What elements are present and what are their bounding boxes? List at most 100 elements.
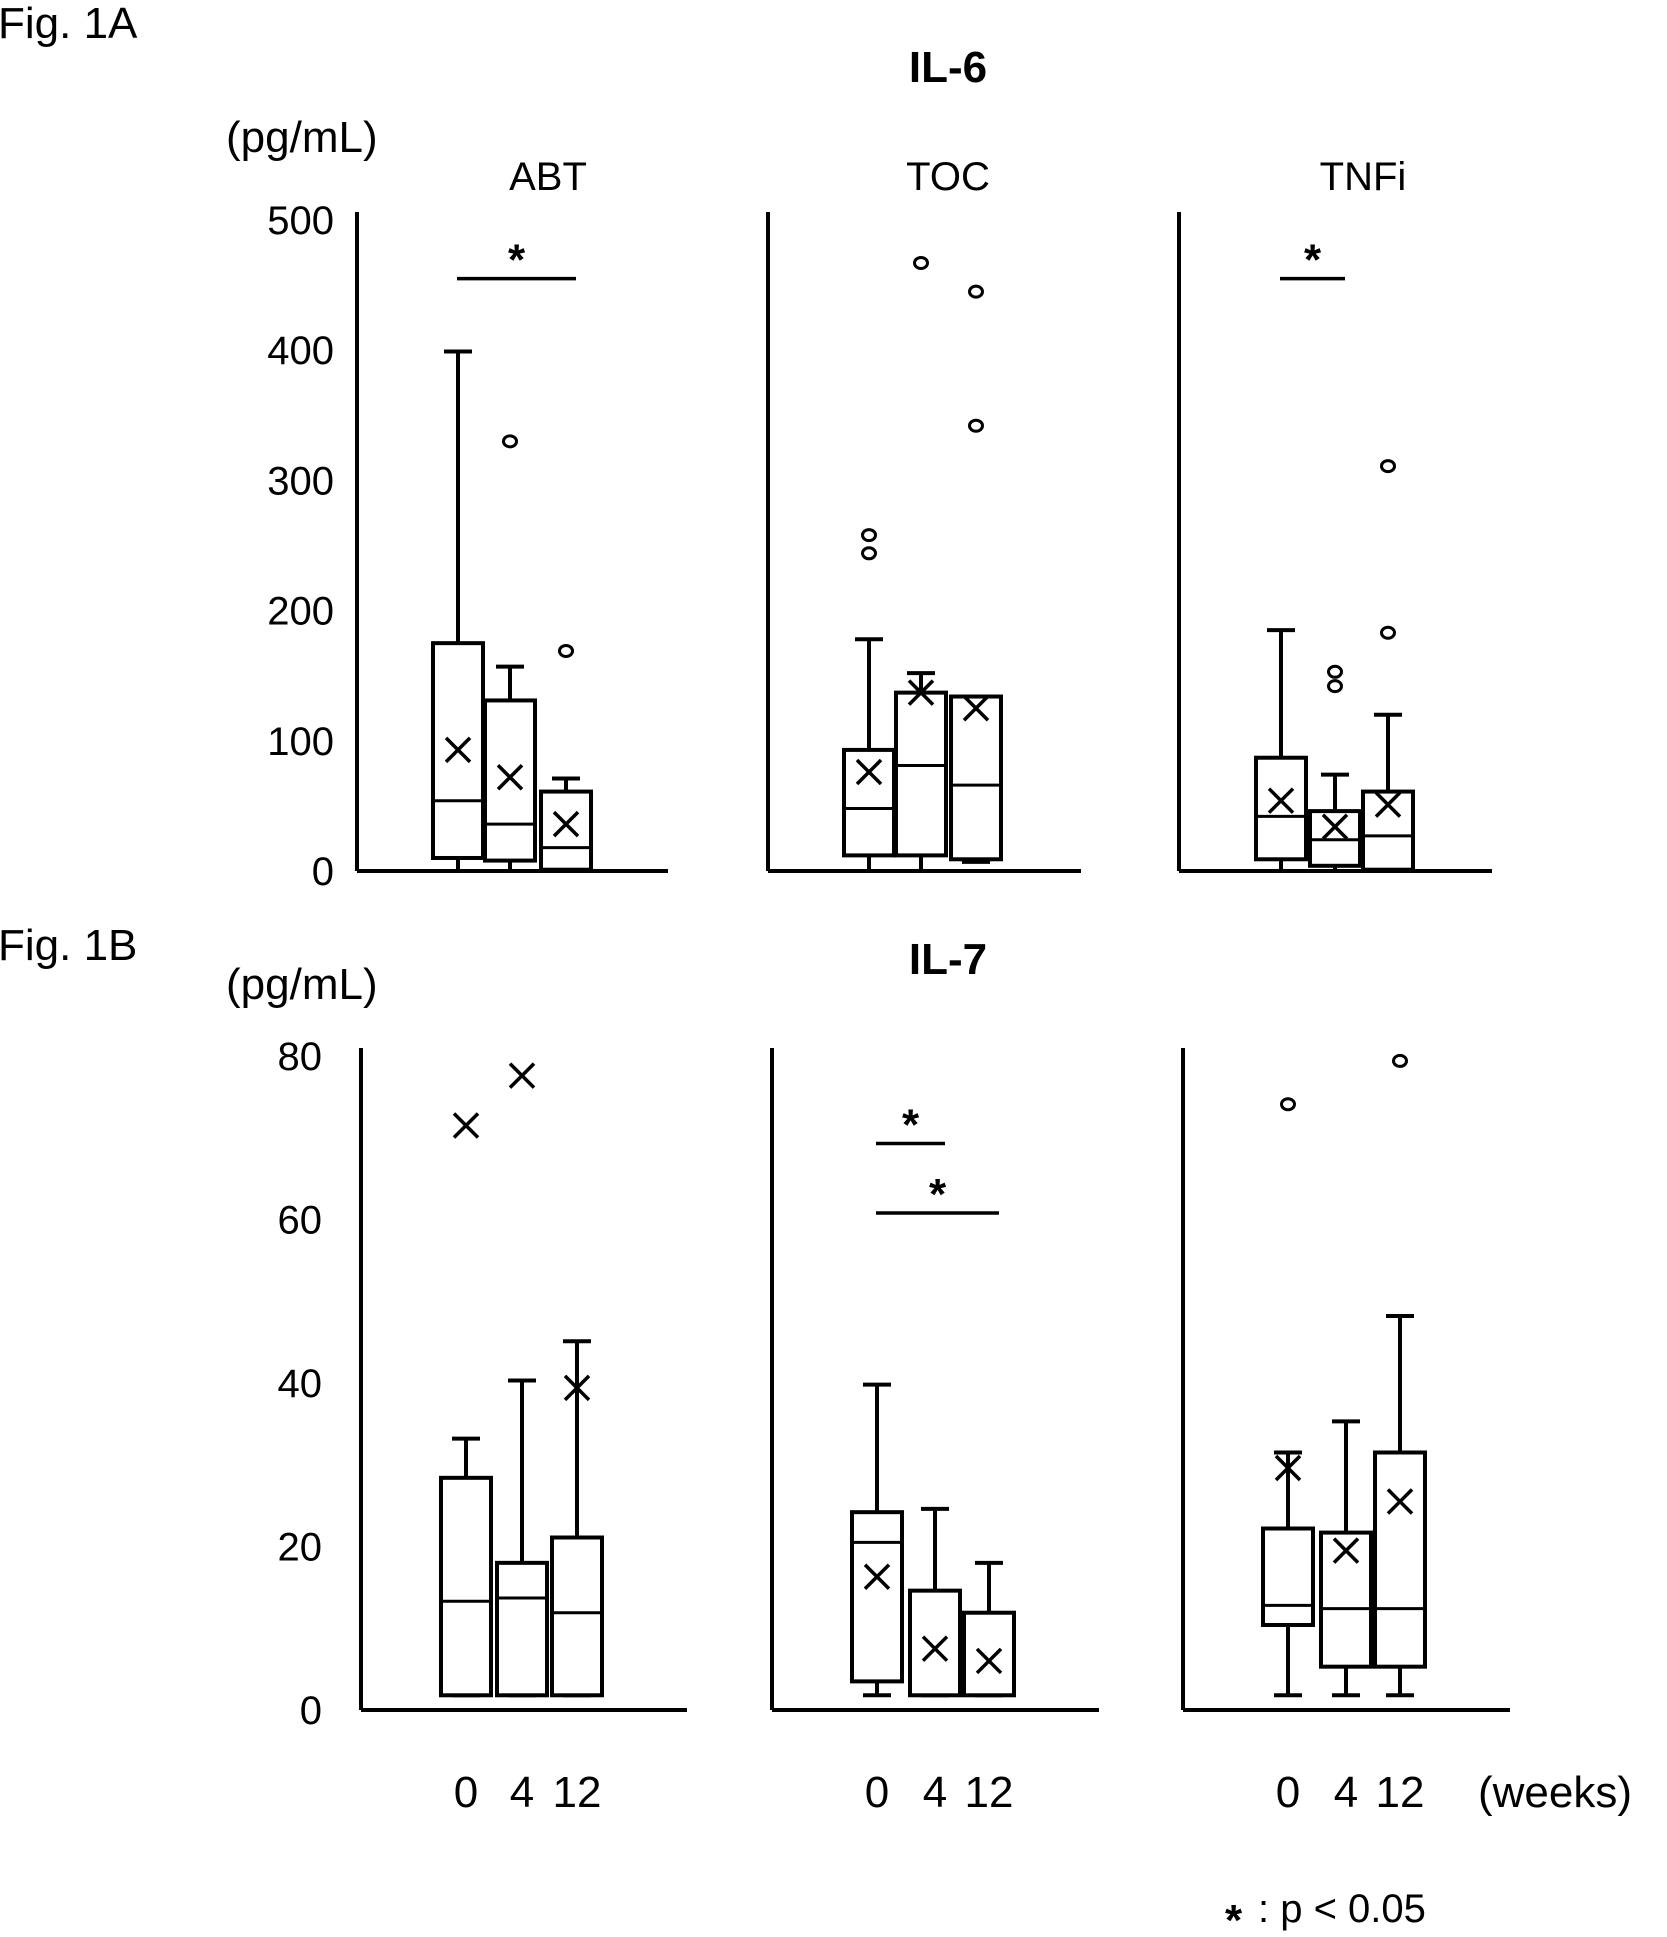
box-week-0: 0: [1261, 1097, 1315, 1817]
outlier-point: [913, 255, 929, 270]
box-week-0: 0: [439, 1112, 493, 1817]
panel-title-abt: ABT: [509, 155, 587, 199]
mean-marker-stroke: [962, 695, 990, 722]
outlier-point: [968, 418, 984, 433]
outlier-point: [861, 528, 877, 543]
mean-marker: [921, 1635, 949, 1662]
mean-marker: [1332, 1537, 1360, 1564]
mean-marker: [855, 758, 883, 786]
mean-marker-stroke: [508, 1062, 536, 1089]
box-week-0: [431, 349, 485, 873]
box-week-4: [894, 255, 948, 873]
mean-marker-stroke: [1267, 787, 1295, 814]
fig-a-label: Fig. 1A: [0, 0, 138, 48]
mean-marker-stroke: [855, 758, 883, 786]
mean-marker-stroke: [863, 1563, 891, 1590]
x-tick-label: 12: [965, 1768, 1014, 1817]
box-week-4: 4: [908, 1506, 962, 1817]
panel-title-tnfi: TNFi: [1320, 155, 1407, 199]
mean-marker: [1267, 787, 1295, 814]
iqr-box: [850, 1510, 904, 1684]
x-tick-label: 4: [923, 1768, 947, 1817]
y-tick-label: 500: [267, 199, 334, 243]
y-tick-label: 200: [267, 590, 334, 634]
outlier-point: [861, 546, 877, 561]
fig-b-label: Fig. 1B: [0, 921, 137, 970]
iqr-box: [908, 1588, 962, 1698]
box-week-12: [1361, 459, 1415, 873]
mean-marker: [1374, 791, 1402, 818]
mean-marker-stroke: [563, 1374, 591, 1402]
mean-marker: [508, 1062, 536, 1089]
x-unit-label: (weeks): [1478, 1768, 1632, 1817]
box-week-0: 0: [850, 1382, 904, 1817]
significance-bracket: *: [457, 236, 576, 285]
mean-marker-stroke: [1332, 1537, 1360, 1564]
x-tick-label: 0: [454, 1768, 478, 1817]
mean-marker-stroke: [975, 1647, 1003, 1675]
outlier-point: [1380, 625, 1396, 640]
x-tick-label: 12: [1376, 1768, 1425, 1817]
chart-a-ylabel: (pg/mL): [226, 113, 378, 162]
mean-marker-stroke: [552, 810, 580, 838]
mean-marker: [1321, 813, 1349, 840]
iqr-box: [949, 694, 1003, 862]
mean-marker-stroke: [1386, 1488, 1414, 1515]
outlier-point: [1392, 1053, 1408, 1068]
outlier-point: [502, 434, 518, 449]
box-week-4: 4: [495, 1062, 549, 1817]
y-tick-label: 0: [300, 1689, 322, 1733]
mean-marker: [907, 679, 935, 706]
mean-marker: [552, 810, 580, 838]
outlier-point: [1380, 459, 1396, 474]
iqr-box: [1254, 755, 1308, 862]
y-tick-label: 0: [312, 850, 334, 894]
x-tick-label: 4: [510, 1768, 534, 1817]
chart-a-title: IL-6: [909, 43, 987, 92]
box-week-12: 12: [962, 1560, 1016, 1817]
iqr-box: [1361, 789, 1415, 872]
box-week-12: [539, 643, 593, 873]
mean-marker-stroke: [1321, 813, 1349, 840]
significance-bracket: *: [876, 1170, 999, 1219]
footnote-star: *: [1225, 1896, 1243, 1937]
footnote-text: : p < 0.05: [1258, 1887, 1426, 1931]
iqr-box: [550, 1535, 604, 1698]
mean-marker: [863, 1563, 891, 1590]
iqr-box: [495, 1560, 549, 1698]
y-tick-label: 400: [267, 329, 334, 373]
outlier-point: [558, 643, 574, 658]
mean-marker: [496, 764, 524, 791]
y-tick-label: 60: [278, 1199, 323, 1243]
iqr-box: [962, 1610, 1016, 1698]
mean-marker-stroke: [1274, 1454, 1302, 1482]
iqr-box: [894, 690, 948, 858]
y-tick-label: 40: [278, 1362, 323, 1406]
mean-marker-stroke: [444, 736, 472, 764]
x-tick-label: 0: [1276, 1768, 1300, 1817]
panel-toc: [766, 212, 1081, 873]
iqr-box: [1373, 1450, 1427, 1669]
box-week-12: 12: [550, 1339, 604, 1817]
x-tick-label: 12: [553, 1768, 602, 1817]
box-week-12: [949, 284, 1003, 864]
outlier-point: [968, 284, 984, 299]
panel-abt: *: [355, 212, 668, 873]
mean-marker-stroke: [452, 1112, 480, 1139]
iqr-box: [483, 698, 537, 863]
iqr-box: [1319, 1530, 1373, 1669]
mean-marker: [452, 1112, 480, 1139]
chart-b-ylabel: (pg/mL): [226, 960, 378, 1009]
y-tick-label: 300: [267, 459, 334, 503]
panel-tnfi: 0 4 12: [1181, 1048, 1510, 1817]
significance-star: *: [929, 1170, 947, 1219]
significance-bracket: *: [1280, 236, 1345, 285]
chart-A: 0 100 200 300 400 500 * *: [267, 199, 1492, 894]
box-week-4: [1308, 664, 1362, 873]
mean-marker-stroke: [921, 1635, 949, 1662]
significance-bracket: *: [876, 1100, 945, 1149]
y-tick-label: 20: [278, 1526, 323, 1570]
mean-marker: [1386, 1488, 1414, 1515]
